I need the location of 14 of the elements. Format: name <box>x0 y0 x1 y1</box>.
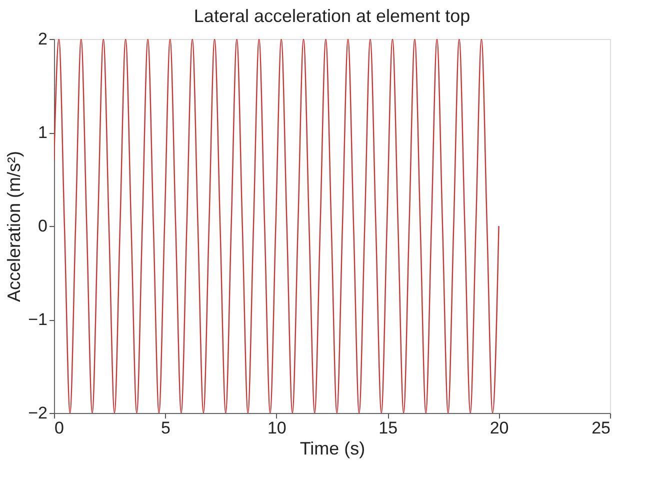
x-tick-label: 10 <box>267 418 286 438</box>
y-tick-label: 1 <box>38 123 48 142</box>
y-tick-label: 0 <box>38 216 48 236</box>
x-tick-label: 15 <box>378 418 398 438</box>
chart-title: Lateral acceleration at element top <box>194 6 470 26</box>
x-tick-label: 20 <box>490 418 509 438</box>
y-tick-label: −1 <box>28 310 48 329</box>
x-axis-title: Time (s) <box>300 438 366 458</box>
y-axis-title: Acceleration (m/s²) <box>4 150 24 302</box>
x-tick-label: 0 <box>54 418 64 438</box>
y-tick-label: 2 <box>38 30 48 48</box>
x-tick-label: 5 <box>160 418 170 438</box>
x-tick-label: 25 <box>592 418 610 438</box>
y-tick-label: −2 <box>28 404 48 422</box>
